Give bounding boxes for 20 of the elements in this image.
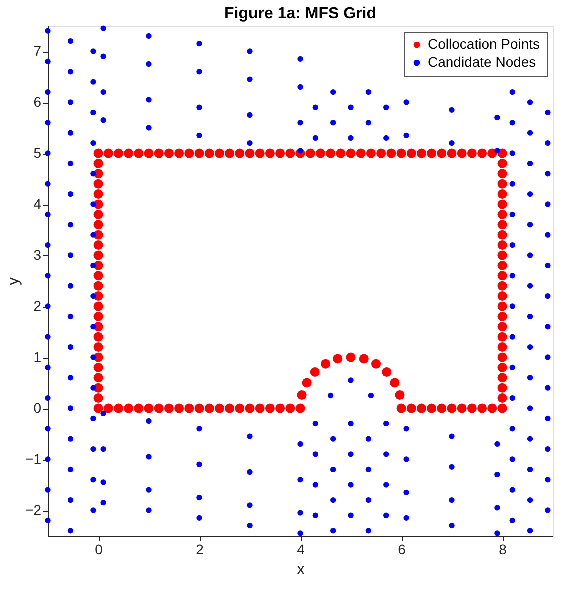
y-tick-label: 6 — [34, 94, 42, 110]
chart-title: Figure 1a: MFS Grid — [224, 6, 377, 23]
y-tick-label: 1 — [34, 349, 42, 365]
y-tick-label: −1 — [26, 451, 42, 467]
x-tick-label: 4 — [297, 542, 306, 558]
x-tick-label: 8 — [499, 542, 508, 558]
y-tick-label: 2 — [34, 298, 42, 314]
y-tick-label: −2 — [26, 502, 42, 518]
x-axis-title: x — [297, 562, 305, 578]
y-tick-label: 7 — [34, 43, 42, 59]
y-axis-title: y — [6, 278, 23, 286]
x-tick-label: 6 — [398, 542, 406, 558]
x-tick-label: 0 — [95, 542, 104, 558]
legend-label: Collocation Points — [428, 36, 540, 52]
y-tick-label: 5 — [34, 145, 42, 161]
x-tick-label: 2 — [196, 542, 204, 558]
y-tick-label: 0 — [34, 400, 42, 416]
y-tick-label: 4 — [34, 196, 42, 212]
legend-label: Candidate Nodes — [428, 54, 536, 70]
y-tick-label: 3 — [34, 247, 42, 263]
